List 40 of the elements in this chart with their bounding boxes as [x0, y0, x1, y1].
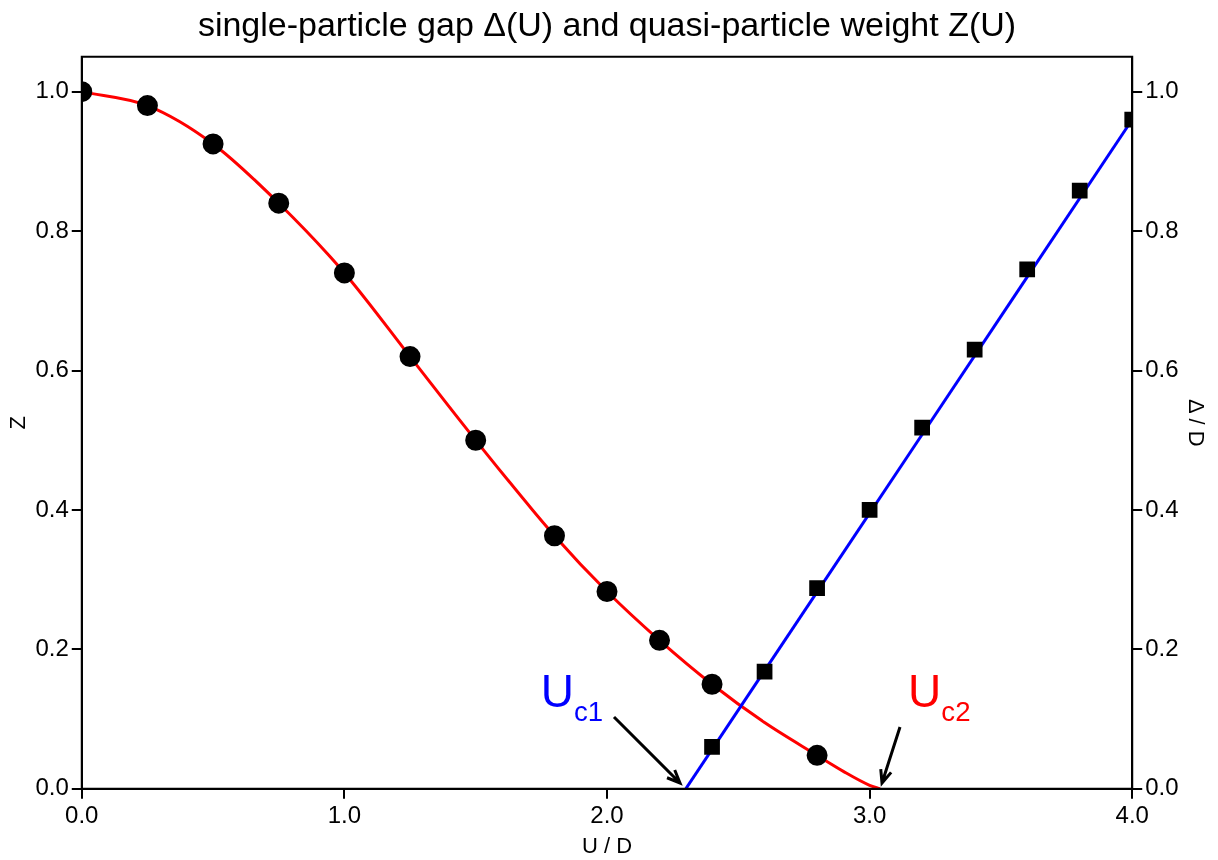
x-tick-label: 0.0: [65, 800, 99, 828]
x-axis-title: U / D: [581, 832, 633, 858]
point: [333, 262, 355, 284]
x-tick-label: 1.0: [327, 800, 362, 828]
y-axis-title: Z: [5, 416, 31, 430]
point: [202, 133, 224, 155]
point: [1071, 182, 1088, 199]
y2-axis-title: Δ / D: [1183, 398, 1209, 447]
point: [399, 346, 421, 368]
y2-tick-label: 0.4: [1145, 494, 1179, 522]
point: [268, 192, 290, 214]
y-tick-label: 0.4: [35, 494, 69, 522]
point: [701, 673, 723, 695]
point: [649, 629, 671, 651]
y-tick-label: 0.6: [35, 355, 69, 383]
point: [1019, 261, 1036, 278]
x-tick-label: 2.0: [590, 800, 624, 828]
y-tick-label: 0.0: [35, 773, 69, 801]
point: [704, 739, 720, 755]
y2-tick-label: 0.0: [1145, 773, 1179, 801]
x-tick-label: 3.0: [852, 800, 887, 828]
point: [465, 429, 487, 451]
point: [861, 502, 878, 518]
y-tick-label: 0.2: [35, 634, 69, 661]
point: [966, 341, 983, 358]
y2-tick-label: 0.8: [1145, 215, 1179, 243]
y2-tick-label: 0.2: [1145, 634, 1179, 661]
y-tick-label: 0.8: [35, 215, 69, 243]
point: [914, 419, 931, 436]
y-tick-label: 1.0: [35, 76, 69, 104]
y2-tick-label: 0.6: [1145, 355, 1179, 383]
point: [136, 95, 158, 117]
point: [543, 525, 565, 547]
point: [809, 580, 825, 596]
point: [806, 744, 828, 766]
point: [596, 581, 618, 603]
y2-tick-label: 1.0: [1145, 76, 1179, 104]
chart-title: single-particle gap Δ(U) and quasi-particle weight Z(U): [197, 4, 1017, 43]
x-tick-label: 4.0: [1115, 800, 1149, 828]
point: [756, 663, 773, 680]
